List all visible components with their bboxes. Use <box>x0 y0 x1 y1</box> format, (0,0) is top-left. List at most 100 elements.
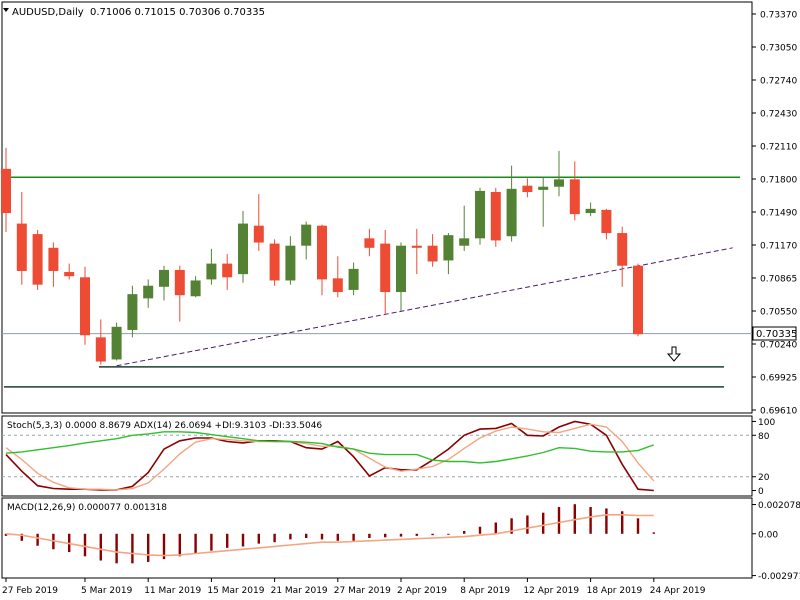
candle-body-bull <box>127 294 138 330</box>
price-axis-label: 0.71170 <box>760 242 797 252</box>
stoch-axis-label: 100 <box>758 418 775 428</box>
time-axis-label: 21 Mar 2019 <box>271 586 328 596</box>
macd-histogram-bar <box>336 533 339 541</box>
price-axis-label: 0.70865 <box>760 275 797 285</box>
price-axis-label: 0.71490 <box>760 209 797 219</box>
time-axis-label: 5 Mar 2019 <box>81 586 133 596</box>
time-axis-label: 12 Apr 2019 <box>523 586 579 596</box>
triangle-down-icon[interactable] <box>3 8 9 12</box>
candle-body-bull <box>238 223 248 275</box>
candle-body-bear <box>522 185 533 192</box>
macd-histogram-bar <box>273 533 276 543</box>
price-axis: 0.73370 0.73050 0.72740 0.72430 0.72110 0.718… <box>752 11 797 417</box>
candle-body-bull <box>396 245 406 293</box>
macd-histogram-bar <box>178 533 181 557</box>
macd-histogram-bar <box>194 533 197 554</box>
macd-histogram-bar <box>526 515 529 534</box>
candle-body-bear <box>617 233 628 266</box>
macd-histogram-bar <box>621 511 624 534</box>
time-axis-label: 27 Mar 2019 <box>334 586 391 596</box>
time-axis: 27 Feb 2019 5 Mar 2019 11 Mar 2019 15 Mar 2… <box>2 578 706 596</box>
candle-body-bull <box>190 280 201 297</box>
candle-body-bull <box>443 235 454 261</box>
price-axis-label: 0.72430 <box>760 110 797 120</box>
candle-body-bear <box>601 209 612 234</box>
macd-histogram-bar <box>162 533 166 560</box>
candle-body-bull <box>459 238 470 246</box>
stoch-axis-label: 20 <box>758 473 770 483</box>
candle-body-bear <box>48 247 59 271</box>
macd-histogram-bar <box>115 533 118 564</box>
candle-body-bear <box>269 243 280 281</box>
macd-histogram-bar <box>20 533 23 541</box>
stoch-axis-label: 0 <box>758 487 764 497</box>
macd-histogram-bar <box>636 518 640 534</box>
price-axis-label: 0.71800 <box>760 176 797 186</box>
candle-body-bull <box>285 245 296 281</box>
macd-histogram-bar <box>557 507 561 534</box>
current-price-tag <box>752 326 797 341</box>
price-axis-label: 0.70550 <box>760 308 797 318</box>
candle-body-bear <box>80 277 90 336</box>
macd-label: MACD(12,26,9) 0.000077 0.001318 <box>7 503 167 513</box>
macd-histogram-bar <box>241 533 245 547</box>
macd-histogram-bar <box>4 533 8 536</box>
candle-body-bear <box>364 238 375 248</box>
price-axis-label: 0.72740 <box>760 77 797 87</box>
stoch-adx-label: Stoch(5,3,3) 0.0000 8.8679 ADX(14) 26.06… <box>7 421 322 431</box>
price-axis-label: 0.69925 <box>760 374 797 384</box>
candle-body-bull <box>585 208 596 214</box>
price-axis-label: 0.73370 <box>760 11 797 21</box>
time-axis-label: 2 Apr 2019 <box>397 586 447 596</box>
candle-body-bull <box>143 285 154 299</box>
candle-body-bull <box>538 186 549 190</box>
macd-histogram-bar <box>589 507 592 534</box>
macd-histogram-bar <box>257 533 260 544</box>
stoch-signal-line <box>5 423 655 491</box>
candle-body-bear <box>95 337 106 362</box>
candle-body-bear <box>16 223 27 271</box>
candle-body-bear <box>317 225 327 280</box>
candle-body-bear <box>222 263 233 278</box>
candle-body-bear <box>332 278 343 293</box>
candle-body-bear <box>569 179 580 215</box>
macd-axis-label: -0.002971 <box>758 572 800 582</box>
candle-body-bear <box>1 168 11 214</box>
candle-body-bull <box>159 269 169 287</box>
candle-body-bull <box>554 179 564 187</box>
time-axis-label: 11 Mar 2019 <box>144 586 201 596</box>
macd-histogram-bar <box>368 533 371 538</box>
time-axis-label: 15 Mar 2019 <box>207 586 264 596</box>
candle-body-bull <box>506 188 517 237</box>
macd-histogram-bar <box>431 533 434 536</box>
macd-signal-line <box>5 513 654 557</box>
candle-body-bear <box>633 265 643 335</box>
macd-histogram-bar <box>320 533 324 540</box>
price-axis-label: 0.73050 <box>760 44 797 54</box>
candle-body-bull <box>111 326 122 360</box>
trend-line <box>116 247 733 367</box>
macd-histogram-bar <box>463 530 466 534</box>
time-axis-label: 8 Apr 2019 <box>460 586 510 596</box>
time-axis-label: 24 Apr 2019 <box>650 586 706 596</box>
macd-histogram-bar <box>478 526 482 534</box>
macd-histogram-bar <box>652 532 655 534</box>
candle-body-bull <box>301 224 312 246</box>
macd-histogram-bar <box>83 533 87 557</box>
macd-histogram-bar <box>384 533 387 538</box>
candle-body-bear <box>380 243 391 293</box>
price-axis-label: 0.69610 <box>760 407 797 417</box>
candle-body-bear <box>32 234 43 285</box>
macd-histogram-bar <box>131 533 134 564</box>
macd-histogram-bar <box>99 533 102 561</box>
time-axis-label: 18 Apr 2019 <box>587 586 643 596</box>
candle-body-bear <box>411 245 422 248</box>
arrow-down-icon <box>666 346 682 362</box>
macd-panel: 0.002078 0.00 -0.002971 <box>4 501 800 582</box>
price-level-lines <box>2 176 752 388</box>
ohlc-label: 0.71006 0.71015 0.70306 0.70335 <box>90 7 265 18</box>
candle-body-bull <box>348 268 359 290</box>
macd-histogram-bar <box>542 512 545 534</box>
candle-body-bear <box>253 225 264 243</box>
